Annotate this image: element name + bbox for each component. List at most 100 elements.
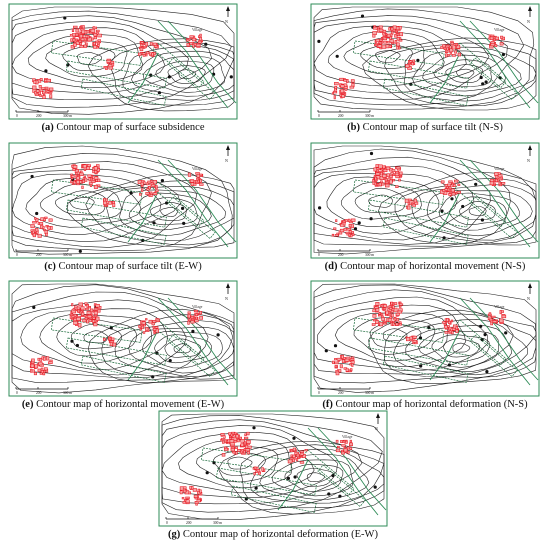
contour-line xyxy=(316,304,466,367)
building xyxy=(393,317,398,321)
building xyxy=(377,44,382,48)
contour-marker xyxy=(205,471,209,475)
building xyxy=(340,84,345,88)
building xyxy=(90,308,94,313)
building xyxy=(395,29,398,33)
map-frame xyxy=(310,280,540,397)
building xyxy=(398,32,403,37)
panel-b: Village N 0 200 300 m (b) Contour map of surf… xyxy=(310,3,540,136)
building xyxy=(32,221,37,224)
building xyxy=(372,26,378,30)
building xyxy=(495,178,499,183)
contour-marker xyxy=(474,182,478,186)
building xyxy=(451,45,456,50)
building xyxy=(442,321,447,324)
building xyxy=(395,166,401,170)
north-arrow-icon: N xyxy=(375,413,380,431)
contour-line xyxy=(70,323,122,350)
building xyxy=(77,323,82,328)
contour-line xyxy=(39,183,122,221)
workface-panel xyxy=(230,485,317,513)
road xyxy=(157,297,229,386)
building xyxy=(139,47,144,52)
building xyxy=(341,449,344,453)
building xyxy=(378,28,384,33)
map-frame xyxy=(310,3,540,120)
building xyxy=(379,304,383,307)
contour-line xyxy=(313,6,535,110)
road xyxy=(167,297,237,381)
building xyxy=(152,328,157,331)
workface-panel xyxy=(167,196,216,239)
building xyxy=(499,310,502,315)
building xyxy=(188,491,191,495)
building xyxy=(47,226,51,230)
building xyxy=(395,33,399,36)
building xyxy=(145,192,150,195)
contour-line xyxy=(368,194,393,208)
panel-letter: (f) xyxy=(322,399,333,410)
contour-line xyxy=(45,40,128,78)
building xyxy=(392,305,395,309)
building xyxy=(244,436,249,440)
building xyxy=(331,92,335,95)
contour-marker xyxy=(286,476,290,480)
building xyxy=(446,46,449,51)
contour-line xyxy=(11,6,235,115)
building xyxy=(192,488,197,492)
building xyxy=(139,327,142,331)
contour-marker xyxy=(157,91,161,95)
building xyxy=(411,62,414,66)
contour-marker xyxy=(317,39,321,44)
contour-line xyxy=(178,439,293,489)
building xyxy=(379,322,384,327)
building xyxy=(146,51,150,55)
contour-marker xyxy=(155,351,159,355)
building xyxy=(70,45,76,49)
building xyxy=(445,53,448,58)
workface-panel xyxy=(382,355,469,383)
road xyxy=(127,329,159,381)
contour-line xyxy=(25,177,142,228)
village-label: Village xyxy=(494,167,505,171)
building xyxy=(343,448,348,453)
building xyxy=(190,320,195,324)
building xyxy=(489,318,494,322)
building xyxy=(333,227,337,230)
building xyxy=(375,172,381,176)
panel-letter: (b) xyxy=(347,122,360,133)
road xyxy=(459,297,531,386)
building xyxy=(500,176,503,180)
building xyxy=(333,95,336,100)
building xyxy=(92,26,98,30)
contour-marker xyxy=(481,82,485,86)
scale-bar: 0 200 300 m xyxy=(317,110,374,118)
building xyxy=(196,173,200,178)
building xyxy=(75,171,78,175)
panel-c: Village N 0 200 300 m (c) Contour map of surf… xyxy=(8,142,238,275)
building xyxy=(404,198,409,203)
building xyxy=(257,471,261,475)
contour-line xyxy=(405,324,513,372)
building xyxy=(38,361,43,366)
scale-bar: 0 200 300 m xyxy=(15,387,72,395)
panel-letter: (c) xyxy=(44,261,56,272)
building xyxy=(501,181,506,185)
building xyxy=(371,323,376,326)
scale-bar: 0 200 300 m xyxy=(15,249,72,257)
building xyxy=(389,179,393,184)
building xyxy=(490,315,496,318)
contour-line xyxy=(250,448,385,504)
building xyxy=(342,440,346,444)
contour-marker xyxy=(416,58,420,63)
building xyxy=(344,358,350,362)
building xyxy=(407,66,412,70)
road xyxy=(469,20,539,104)
panel-title: Contour map of surface tilt (N-S) xyxy=(362,122,503,133)
building xyxy=(90,28,96,33)
svg-text:200: 200 xyxy=(36,253,42,257)
building xyxy=(148,319,153,324)
panel-caption: (b) Contour map of surface tilt (N-S) xyxy=(310,122,540,133)
contour-marker xyxy=(369,151,374,156)
contour-marker xyxy=(485,370,489,374)
